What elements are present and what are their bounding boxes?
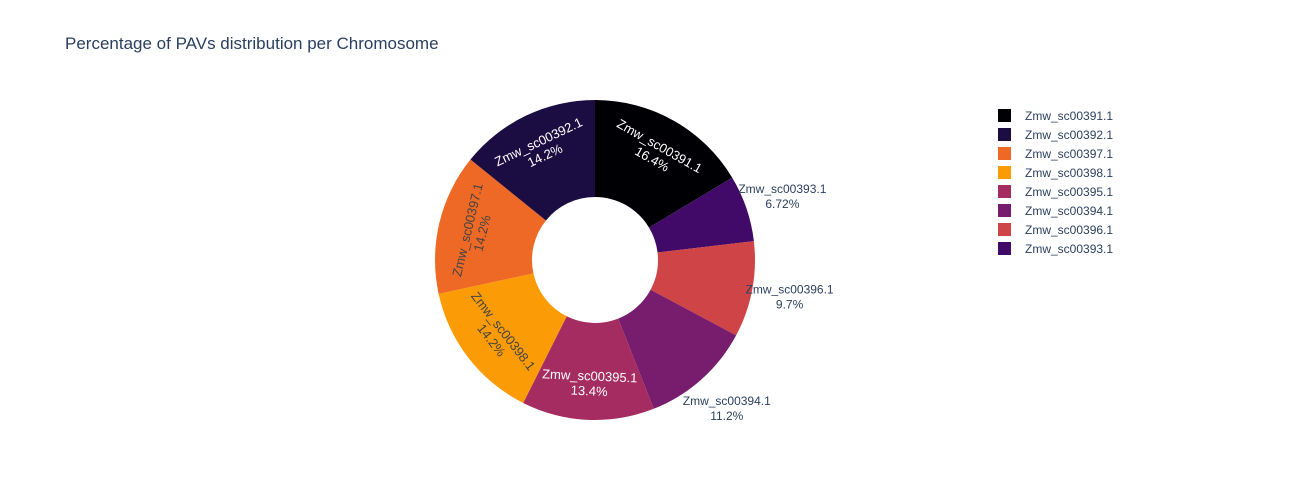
- legend-label: Zmw_sc00396.1: [1025, 222, 1114, 237]
- legend-swatch: [998, 166, 1011, 179]
- legend-item-Zmw_sc00391.1[interactable]: Zmw_sc00391.1: [998, 106, 1113, 125]
- chart-legend: Zmw_sc00391.1 Zmw_sc00392.1 Zmw_sc00397.1 Z…: [998, 106, 1113, 258]
- slice-label-Zmw_sc00396.1: Zmw_sc00396.1 9.7%: [746, 283, 834, 312]
- legend-swatch: [998, 109, 1011, 122]
- slice-label-Zmw_sc00394.1: Zmw_sc00394.1 11.2%: [683, 394, 771, 423]
- legend-label: Zmw_sc00393.1: [1025, 241, 1114, 256]
- donut-slices: [435, 100, 756, 420]
- legend-label: Zmw_sc00395.1: [1025, 184, 1114, 199]
- legend-swatch: [998, 223, 1011, 236]
- legend-swatch: [998, 128, 1011, 141]
- slice-label-Zmw_sc00393.1: Zmw_sc00393.1 6.72%: [738, 182, 826, 211]
- chart-title: Percentage of PAVs distribution per Chro…: [65, 34, 439, 53]
- legend-item-Zmw_sc00396.1[interactable]: Zmw_sc00396.1: [998, 220, 1113, 239]
- legend-item-Zmw_sc00398.1[interactable]: Zmw_sc00398.1: [998, 163, 1113, 182]
- legend-label: Zmw_sc00398.1: [1025, 165, 1114, 180]
- slice-label-Zmw_sc00395.1: Zmw_sc00395.113.4%: [541, 366, 638, 400]
- legend-label: Zmw_sc00392.1: [1025, 127, 1114, 142]
- legend-item-Zmw_sc00393.1[interactable]: Zmw_sc00393.1: [998, 239, 1113, 258]
- legend-swatch: [998, 242, 1011, 255]
- legend-item-Zmw_sc00395.1[interactable]: Zmw_sc00395.1: [998, 182, 1113, 201]
- legend-swatch: [998, 204, 1011, 217]
- legend-label: Zmw_sc00394.1: [1025, 203, 1114, 218]
- legend-label: Zmw_sc00391.1: [1025, 108, 1114, 123]
- donut-slice-Zmw_sc00391.1[interactable]: [595, 100, 733, 228]
- donut-slice-Zmw_sc00394.1[interactable]: [618, 289, 737, 409]
- legend-swatch: [998, 147, 1011, 160]
- legend-label: Zmw_sc00397.1: [1025, 146, 1114, 161]
- donut-slice-Zmw_sc00397.1[interactable]: [435, 159, 546, 294]
- donut-slice-Zmw_sc00396.1[interactable]: [650, 241, 756, 336]
- donut-slice-Zmw_sc00398.1[interactable]: [438, 273, 567, 403]
- legend-item-Zmw_sc00394.1[interactable]: Zmw_sc00394.1: [998, 201, 1113, 220]
- donut-slice-Zmw_sc00395.1[interactable]: [523, 316, 654, 420]
- donut-slice-Zmw_sc00392.1[interactable]: [470, 100, 595, 221]
- legend-swatch: [998, 185, 1011, 198]
- donut-slice-Zmw_sc00393.1[interactable]: [649, 177, 754, 253]
- legend-item-Zmw_sc00392.1[interactable]: Zmw_sc00392.1: [998, 125, 1113, 144]
- legend-item-Zmw_sc00397.1[interactable]: Zmw_sc00397.1: [998, 144, 1113, 163]
